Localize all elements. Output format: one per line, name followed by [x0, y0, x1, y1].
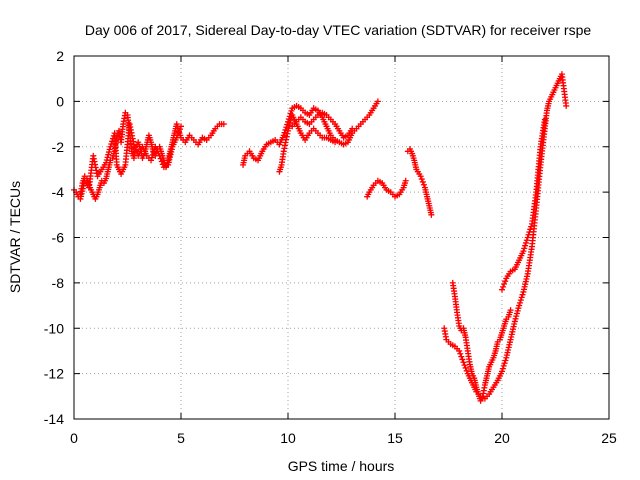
x-tick-label: 10: [280, 430, 296, 446]
data-point: [541, 116, 548, 123]
data-point: [428, 211, 435, 218]
data-point: [516, 299, 523, 306]
data-point: [499, 365, 506, 372]
data-point: [149, 151, 156, 158]
data-point: [288, 107, 295, 114]
data-points: [71, 71, 570, 404]
data-point: [332, 139, 339, 146]
data-point: [133, 147, 140, 154]
data-point: [178, 123, 184, 130]
data-point: [159, 161, 166, 168]
y-tick-label: -2: [52, 139, 65, 155]
data-point: [518, 294, 525, 301]
y-tick-label: -6: [52, 230, 65, 246]
data-point: [499, 286, 505, 293]
data-point: [507, 307, 514, 314]
data-point: [157, 155, 164, 162]
data-point: [522, 242, 529, 249]
data-point: [281, 129, 288, 136]
data-point: [148, 157, 155, 164]
x-tick-label: 20: [494, 430, 510, 446]
data-point: [500, 362, 507, 369]
data-point: [419, 178, 426, 185]
data-point: [456, 347, 463, 354]
y-tick-label: 0: [56, 93, 64, 109]
data-point: [457, 350, 464, 357]
data-point: [501, 281, 508, 288]
data-point: [519, 291, 526, 298]
x-tick-label: 0: [70, 430, 78, 446]
data-point: [280, 132, 287, 139]
chart-title: Day 006 of 2017, Sidereal Day-to-day VTE…: [85, 22, 591, 38]
data-point: [462, 364, 469, 371]
data-point: [500, 283, 507, 290]
data-point: [523, 237, 530, 244]
x-axis-title: GPS time / hours: [288, 458, 395, 474]
data-point: [517, 297, 524, 304]
data-point: [520, 248, 527, 255]
data-point: [417, 173, 424, 180]
data-point: [131, 144, 138, 151]
y-tick-label: 2: [56, 48, 64, 64]
data-point: [502, 278, 509, 285]
data-point: [461, 362, 468, 369]
data-point: [458, 353, 465, 360]
data-point: [525, 231, 532, 238]
data-point: [527, 226, 534, 233]
y-tick-label: -10: [44, 320, 64, 336]
data-point: [374, 98, 381, 105]
y-tick-label: -8: [52, 275, 65, 291]
y-axis-title: SDTVAR / TECUs: [7, 181, 23, 293]
plot-frame: [73, 55, 610, 420]
data-point: [175, 129, 182, 136]
data-point: [459, 356, 466, 363]
data-point: [501, 360, 508, 367]
data-point: [524, 234, 531, 241]
data-point: [173, 134, 180, 141]
x-tick-label: 25: [601, 430, 617, 446]
data-point: [526, 229, 533, 236]
data-point: [108, 141, 115, 148]
data-point: [130, 141, 137, 148]
y-tick-label: -4: [52, 184, 65, 200]
data-point: [563, 102, 570, 109]
axis-ticks: 0 5 10 15 20 25 -14 -12 -10 -8 -6 -4 -2 0 2: [44, 48, 617, 446]
data-point: [107, 143, 114, 150]
data-point: [220, 121, 227, 128]
data-point: [349, 125, 356, 132]
data-point: [176, 126, 183, 133]
data-point: [522, 239, 529, 246]
data-point: [148, 154, 155, 161]
data-point: [502, 357, 509, 364]
data-point: [528, 223, 535, 230]
data-point: [516, 302, 523, 309]
data-point: [420, 181, 427, 188]
y-tick-label: -12: [44, 366, 64, 382]
data-point: [156, 152, 163, 159]
data-point: [521, 245, 528, 252]
data-point: [499, 368, 505, 375]
data-point: [418, 176, 425, 183]
data-point: [174, 131, 181, 138]
data-point: [158, 158, 165, 165]
y-tick-label: -14: [44, 411, 64, 427]
data-point: [150, 149, 157, 156]
x-tick-label: 15: [387, 430, 403, 446]
data-point: [402, 177, 409, 184]
x-tick-label: 5: [177, 430, 185, 446]
data-point: [460, 359, 467, 366]
